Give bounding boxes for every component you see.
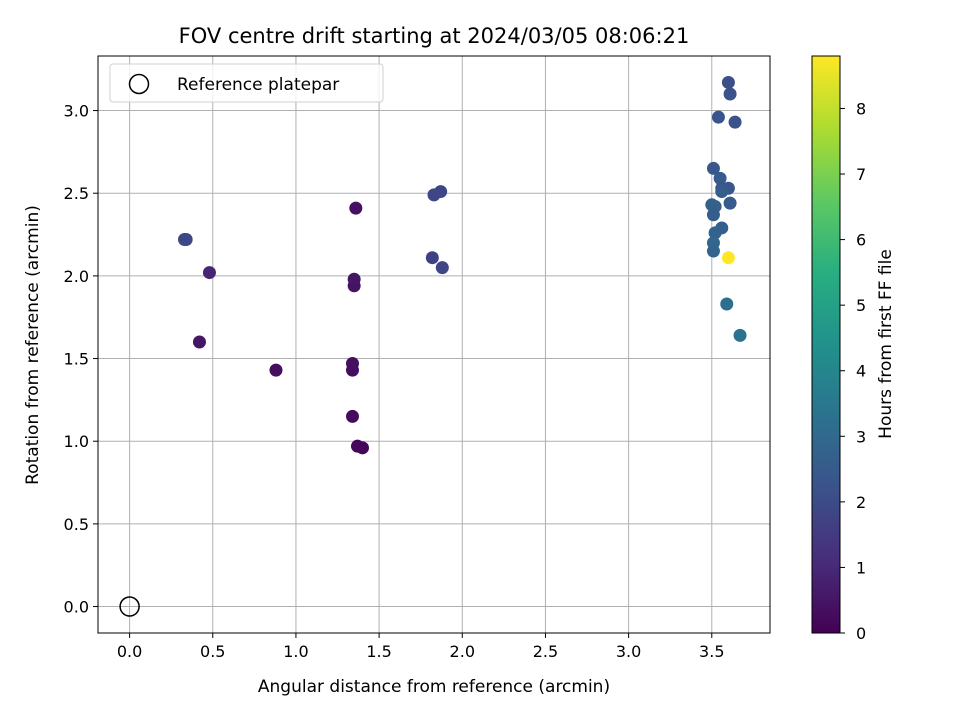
data-point (706, 244, 720, 258)
chart-title: FOV centre drift starting at 2024/03/05 … (179, 24, 690, 48)
y-tick-label: 1.0 (64, 432, 89, 451)
colorbar-tick-label: 0 (856, 624, 866, 643)
x-tick-label: 0.0 (117, 642, 142, 661)
x-tick-label: 3.0 (616, 642, 641, 661)
x-tick-label: 2.5 (533, 642, 558, 661)
data-point (192, 335, 206, 349)
data-point (345, 357, 359, 371)
y-tick-label: 1.5 (64, 350, 89, 369)
reference-platepar-point (119, 596, 140, 617)
colorbar-tick-label: 8 (856, 99, 866, 118)
data-point (728, 115, 742, 129)
data-point (177, 233, 191, 247)
x-tick-label: 0.5 (200, 642, 225, 661)
y-axis-label: Rotation from reference (arcmin) (23, 205, 43, 485)
data-point (350, 439, 364, 453)
plot-area: 0.0 0.5 1.0 1.5 2.0 2.5 3.0 3.5 0.0 0.5 1.0 1.5 2.0… (64, 55, 771, 661)
colorbar-label: Hours from first FF file (876, 249, 896, 439)
x-tick-label: 1.0 (283, 642, 308, 661)
data-point (347, 272, 361, 286)
x-axis-ticks: 0.0 0.5 1.0 1.5 2.0 2.5 3.0 3.5 (117, 633, 725, 661)
data-point (723, 196, 737, 210)
colorbar-tick-label: 4 (856, 362, 866, 381)
data-points (177, 75, 747, 455)
data-point (713, 171, 727, 185)
legend-marker-hollow-circle (128, 73, 150, 95)
data-point (349, 201, 363, 215)
colorbar-ticks: 0 1 2 3 4 5 6 7 8 (840, 99, 866, 643)
data-point (425, 251, 439, 265)
data-point (721, 251, 735, 265)
data-point (706, 208, 720, 222)
colorbar-tick-label: 1 (856, 558, 866, 577)
y-tick-label: 0.0 (64, 598, 89, 617)
plot-frame (97, 55, 771, 634)
x-axis-label: Angular distance from reference (arcmin) (258, 677, 610, 697)
colorbar-tick-label: 3 (856, 427, 866, 446)
data-point (708, 226, 722, 240)
reference-point-layer (119, 596, 140, 617)
colorbar: 0 1 2 3 4 5 6 7 8 Hours from first FF file (811, 55, 896, 643)
legend-box (109, 63, 384, 103)
colorbar-tick-label: 5 (856, 296, 866, 315)
data-point (711, 110, 725, 124)
data-point (434, 185, 448, 199)
x-tick-label: 1.5 (366, 642, 391, 661)
y-tick-label: 2.5 (64, 184, 89, 203)
data-point (706, 161, 720, 175)
data-point (720, 297, 734, 311)
legend: Reference platepar (109, 63, 384, 103)
data-point (435, 261, 449, 275)
data-point (723, 87, 737, 101)
colorbar-tick-label: 2 (856, 493, 866, 512)
data-point (202, 266, 216, 280)
data-point (269, 363, 283, 377)
x-tick-label: 2.0 (450, 642, 475, 661)
x-tick-label: 3.5 (699, 642, 724, 661)
data-point (733, 328, 747, 342)
colorbar-tick-label: 7 (856, 165, 866, 184)
y-tick-label: 0.5 (64, 515, 89, 534)
data-point (345, 409, 359, 423)
y-axis-ticks: 0.0 0.5 1.0 1.5 2.0 2.5 3.0 (64, 102, 98, 617)
colorbar-gradient (811, 55, 841, 634)
legend-label-reference-platepar: Reference platepar (177, 75, 339, 95)
data-point (721, 75, 735, 89)
y-tick-label: 3.0 (64, 102, 89, 121)
colorbar-tick-label: 6 (856, 231, 866, 250)
data-point (715, 185, 729, 199)
y-tick-label: 2.0 (64, 267, 89, 286)
